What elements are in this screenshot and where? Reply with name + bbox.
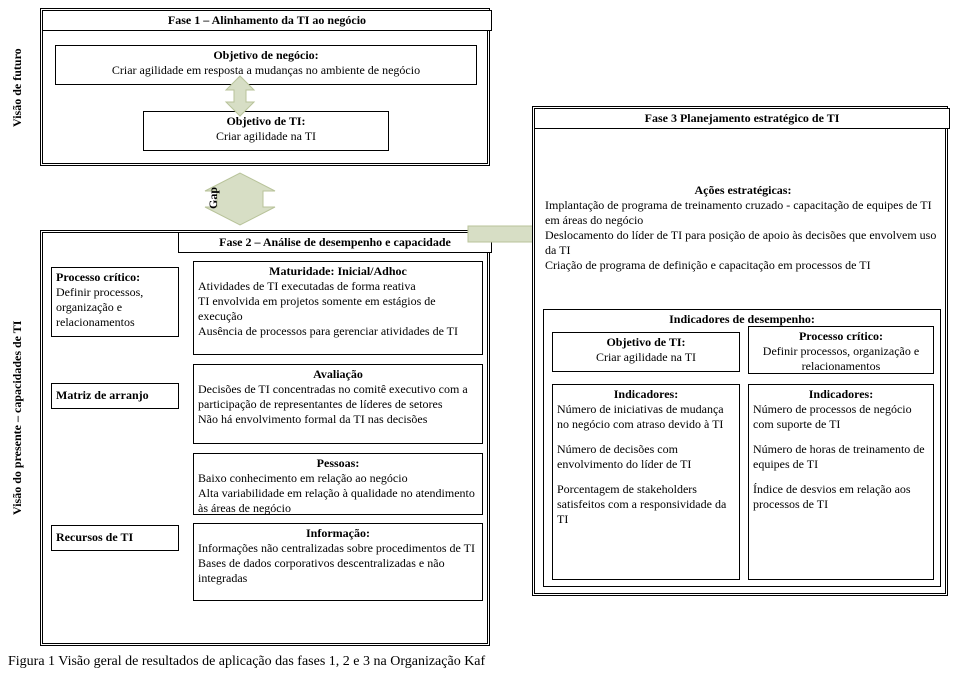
fase2-inf-2: Bases de dados corporativos descentraliz…: [198, 556, 478, 586]
fase2-recursos: Recursos de TI: [51, 525, 179, 551]
fase3-indR-3: Índice de desvios em relação aos process…: [753, 482, 929, 512]
fase2-proc-t: Definir processos, organização e relacio…: [56, 285, 174, 330]
fase3-indR-2: Número de horas de treinamento de equipe…: [753, 442, 929, 472]
label-present: Visão do presente – capacidades de TI: [10, 268, 25, 568]
fase1-obj-neg-t: Criar agilidade em resposta a mudanças n…: [60, 63, 472, 78]
fase3-ind-left: Indicadores: Número de iniciativas de mu…: [552, 384, 740, 580]
fase3-indR-h: Indicadores:: [809, 387, 873, 401]
label-future: Visão de futuro: [10, 18, 25, 158]
fase3-indR-1: Número de processos de negócio com supor…: [753, 402, 929, 432]
fase3-ind-right: Indicadores: Número de processos de negó…: [748, 384, 934, 580]
fase2-recursos-t: Recursos de TI: [56, 530, 133, 544]
fase1-container: Fase 1 – Alinhamento da TI ao negócio Ob…: [40, 8, 490, 166]
fase1-obj-ti: Objetivo de TI: Criar agilidade na TI: [143, 111, 389, 151]
fase3-acoes-1: Implantação de programa de treinamento c…: [545, 198, 941, 228]
fase1-title: Fase 1 – Alinhamento da TI ao negócio: [42, 10, 492, 31]
fase3-indL-1: Número de iniciativas de mudança no negó…: [557, 402, 735, 432]
fase2-mat-h: Maturidade: Inicial/Adhoc: [269, 264, 407, 278]
fase3-proc-t: Definir processos, organização e relacio…: [753, 344, 929, 374]
fase2-aval-h: Avaliação: [313, 367, 363, 381]
fase3-objti-h: Objetivo de TI:: [606, 335, 685, 349]
fase2-informacao: Informação: Informações não centralizada…: [193, 523, 483, 601]
fase3-acoes-h: Ações estratégicas:: [695, 183, 792, 197]
fase3-indL-3: Porcentagem de stakeholders satisfeitos …: [557, 482, 735, 527]
fase3-acoes: Ações estratégicas: Implantação de progr…: [545, 183, 941, 273]
fase3-ind-h: Indicadores de desempenho:: [544, 312, 940, 327]
fase2-processo-critico: Processo crítico: Definir processos, org…: [51, 267, 179, 337]
fase2-aval-2: Não há envolvimento formal da TI nas dec…: [198, 412, 478, 427]
fase2-mat-1: Atividades de TI executadas de forma rea…: [198, 279, 478, 294]
fase3-container: Fase 3 Planejamento estratégico de TI Aç…: [532, 106, 948, 596]
fase3-title: Fase 3 Planejamento estratégico de TI: [534, 108, 950, 129]
gap-label: Gap: [206, 178, 221, 218]
fase2-pes-h: Pessoas:: [317, 456, 360, 470]
fase2-matriz: Matriz de arranjo: [51, 383, 179, 409]
arrow-down-small: [220, 82, 260, 110]
fase2-pessoas: Pessoas: Baixo conhecimento em relação a…: [193, 453, 483, 515]
fase1-obj-ti-t: Criar agilidade na TI: [148, 129, 384, 144]
fase3-proc: Processo crítico: Definir processos, org…: [748, 326, 934, 374]
fase2-inf-h: Informação:: [306, 526, 370, 540]
fase3-indL-h: Indicadores:: [614, 387, 678, 401]
fase3-proc-h: Processo crítico:: [799, 329, 883, 343]
fase1-obj-negocio: Objetivo de negócio: Criar agilidade em …: [55, 45, 477, 85]
fase2-mat-3: Ausência de processos para gerenciar ati…: [198, 324, 478, 339]
fase2-matriz-t: Matriz de arranjo: [56, 388, 149, 402]
fase2-title: Fase 2 – Análise de desempenho e capacid…: [178, 232, 492, 253]
fase1-obj-ti-h: Objetivo de TI:: [226, 114, 305, 128]
fase2-pes-2: Alta variabilidade em relação à qualidad…: [198, 486, 478, 516]
diagram-root: Visão de futuro Visão do presente – capa…: [8, 8, 952, 648]
fase2-mat-2: TI envolvida em projetos somente em está…: [198, 294, 478, 324]
fase3-indicadores-container: Indicadores de desempenho: Objetivo de T…: [543, 309, 941, 587]
fase2-avaliacao: Avaliação Decisões de TI concentradas no…: [193, 364, 483, 444]
fase3-acoes-2: Deslocamento do líder de TI para posição…: [545, 228, 941, 258]
fase3-acoes-3: Criação de programa de definição e capac…: [545, 258, 941, 273]
fase1-obj-neg-h: Objetivo de negócio:: [213, 48, 318, 62]
fase3-objti: Objetivo de TI: Criar agilidade na TI: [552, 332, 740, 372]
fase2-proc-h: Processo crítico:: [56, 270, 140, 284]
fase2-pes-1: Baixo conhecimento em relação ao negócio: [198, 471, 478, 486]
fase2-aval-1: Decisões de TI concentradas no comitê ex…: [198, 382, 478, 412]
figure-caption: Figura 1 Visão geral de resultados de ap…: [8, 654, 952, 670]
arrow-gap: [214, 164, 266, 234]
fase2-container: Fase 2 – Análise de desempenho e capacid…: [40, 230, 490, 646]
fase3-indL-2: Número de decisões com envolvimento do l…: [557, 442, 735, 472]
fase2-inf-1: Informações não centralizadas sobre proc…: [198, 541, 478, 556]
fase2-maturidade: Maturidade: Inicial/Adhoc Atividades de …: [193, 261, 483, 355]
fase3-objti-t: Criar agilidade na TI: [557, 350, 735, 365]
